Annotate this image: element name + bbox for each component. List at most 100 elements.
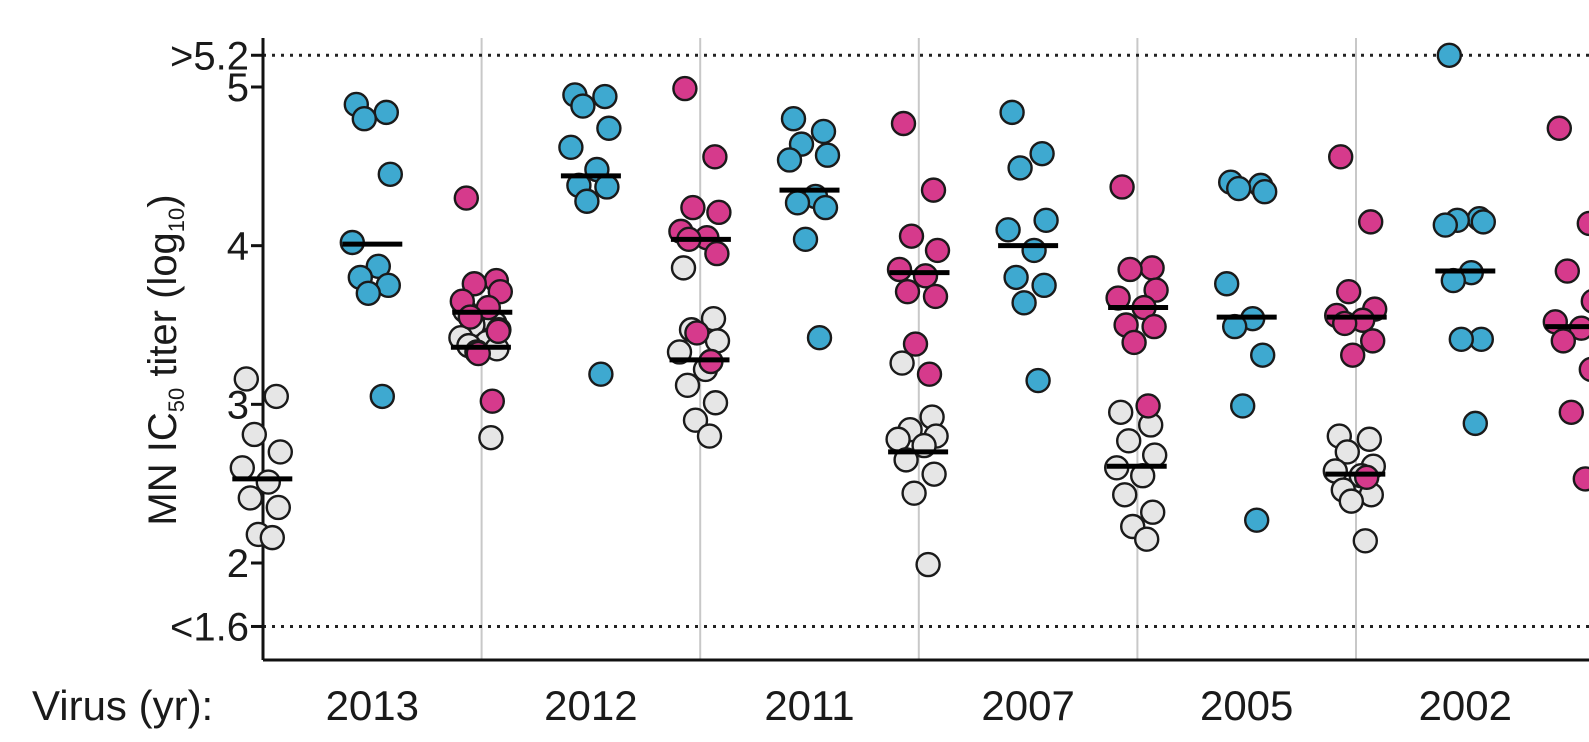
data-point bbox=[1243, 507, 1270, 533]
data-point bbox=[1356, 426, 1383, 452]
data-point bbox=[1338, 488, 1365, 514]
data-point bbox=[1357, 209, 1384, 235]
data-point bbox=[596, 115, 622, 141]
data-point bbox=[812, 194, 839, 221]
y-tick-label: 2 bbox=[227, 542, 249, 586]
data-point bbox=[1143, 277, 1169, 303]
data-point bbox=[898, 223, 925, 249]
data-point bbox=[265, 494, 291, 521]
data-point bbox=[373, 99, 399, 126]
y-tick-label: <1.6 bbox=[170, 605, 249, 649]
data-point bbox=[684, 320, 710, 346]
y-tick-label: >5.2 bbox=[170, 34, 249, 78]
data-point bbox=[915, 551, 941, 578]
data-point bbox=[237, 485, 264, 511]
data-point bbox=[355, 280, 381, 306]
data-point bbox=[672, 75, 698, 102]
data-point bbox=[1470, 209, 1497, 235]
y-axis: >5.25 4 3 2 <1.6 bbox=[170, 34, 263, 649]
data-point bbox=[229, 455, 256, 481]
data-point bbox=[233, 366, 260, 392]
data-point bbox=[889, 350, 915, 376]
y-axis-title-subscript2: 10 bbox=[164, 208, 189, 232]
data-point bbox=[670, 255, 697, 281]
data-point bbox=[1462, 410, 1489, 437]
data-point bbox=[902, 331, 929, 357]
data-point bbox=[1003, 264, 1029, 291]
data-point bbox=[1107, 399, 1134, 425]
data-point bbox=[574, 188, 600, 214]
data-point bbox=[901, 480, 927, 506]
data-point bbox=[792, 226, 819, 253]
data-point bbox=[995, 217, 1021, 243]
data-point bbox=[1339, 342, 1366, 368]
data-point bbox=[1225, 175, 1252, 202]
x-category-label: 2012 bbox=[544, 682, 637, 729]
data-point bbox=[1139, 499, 1166, 525]
data-point bbox=[922, 283, 949, 310]
data-point bbox=[1353, 464, 1380, 491]
data-point bbox=[674, 372, 701, 398]
data-point bbox=[810, 118, 837, 145]
data-point bbox=[1554, 258, 1581, 284]
y-axis-title-subscript: 50 bbox=[164, 388, 189, 412]
data-point bbox=[1031, 272, 1057, 299]
data-point bbox=[1025, 367, 1051, 394]
y-axis-title-prefix: MN IC bbox=[141, 412, 185, 525]
data-point bbox=[1327, 144, 1354, 170]
data-point bbox=[1021, 237, 1047, 264]
data-point bbox=[1352, 528, 1379, 554]
data-point bbox=[784, 190, 811, 216]
data-point bbox=[1432, 212, 1459, 238]
data-point bbox=[1141, 442, 1168, 468]
data-point bbox=[776, 147, 803, 173]
data-point bbox=[1448, 326, 1475, 352]
data-point bbox=[682, 407, 709, 433]
data-point bbox=[369, 383, 395, 410]
data-point bbox=[1578, 356, 1589, 382]
data-point bbox=[916, 361, 943, 387]
data-point bbox=[1251, 179, 1278, 205]
data-point bbox=[814, 142, 841, 168]
data-point bbox=[1121, 329, 1147, 356]
data-point bbox=[890, 110, 917, 137]
data-point bbox=[267, 439, 293, 465]
data-point bbox=[1141, 313, 1167, 340]
data-point bbox=[594, 174, 620, 200]
data-point bbox=[1558, 399, 1585, 425]
data-point bbox=[377, 161, 403, 187]
data-point bbox=[1334, 439, 1361, 465]
x-category-label: 2002 bbox=[1419, 682, 1512, 729]
data-point bbox=[806, 324, 833, 351]
median-markers bbox=[232, 173, 1589, 482]
data-point bbox=[1550, 328, 1577, 354]
data-point bbox=[886, 256, 913, 283]
data-point bbox=[702, 144, 728, 170]
x-axis-prefix-label: Virus (yr): bbox=[32, 682, 213, 729]
x-category-label: 2011 bbox=[764, 682, 854, 729]
data-point bbox=[263, 383, 289, 410]
data-point bbox=[1249, 342, 1276, 368]
data-point bbox=[680, 194, 706, 221]
y-tick-label: 3 bbox=[227, 383, 249, 427]
data-point bbox=[1033, 207, 1059, 233]
data-point bbox=[1007, 155, 1033, 181]
data-point bbox=[485, 318, 511, 345]
data-point bbox=[999, 99, 1025, 126]
x-axis: 2013 2012 2011 2007 2005 2002 bbox=[326, 682, 1512, 729]
data-point bbox=[1572, 466, 1589, 492]
data-point bbox=[1139, 255, 1165, 281]
y-axis-title-suffix: ) bbox=[141, 194, 185, 207]
data-points bbox=[229, 42, 1589, 578]
data-point bbox=[706, 199, 732, 226]
y-tick-label: 5 bbox=[227, 66, 249, 110]
data-point bbox=[704, 240, 730, 267]
data-point bbox=[1111, 482, 1138, 508]
data-point bbox=[1109, 174, 1135, 200]
data-point bbox=[588, 361, 614, 387]
x-category-label: 2007 bbox=[981, 682, 1074, 729]
data-point bbox=[912, 263, 939, 289]
data-point bbox=[1335, 278, 1362, 305]
data-point bbox=[558, 134, 584, 160]
